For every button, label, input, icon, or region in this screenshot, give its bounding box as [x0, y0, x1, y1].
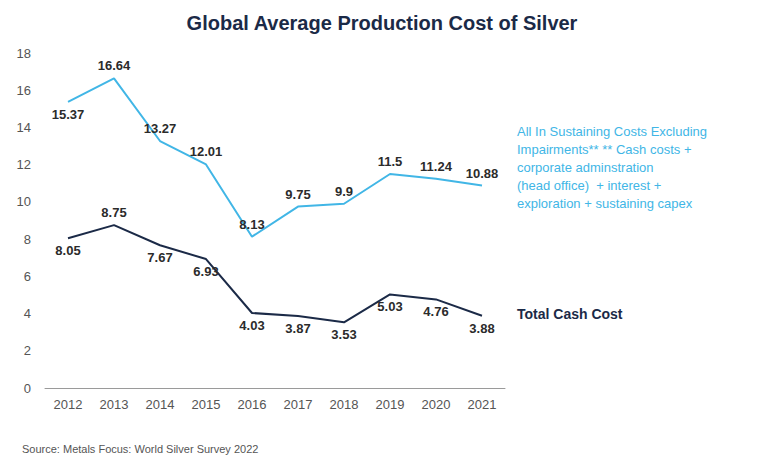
svg-text:0: 0	[24, 381, 31, 396]
svg-text:3.88: 3.88	[469, 321, 494, 336]
svg-text:8.05: 8.05	[55, 243, 80, 258]
svg-text:2014: 2014	[146, 397, 175, 412]
svg-text:3.53: 3.53	[331, 327, 356, 342]
svg-text:2020: 2020	[422, 397, 451, 412]
svg-text:11.24: 11.24	[420, 159, 453, 174]
svg-text:2017: 2017	[284, 397, 313, 412]
svg-text:2019: 2019	[376, 397, 405, 412]
svg-text:Total Cash Cost: Total Cash Cost	[517, 306, 623, 322]
svg-text:3.87: 3.87	[285, 321, 310, 336]
svg-text:4.76: 4.76	[423, 304, 448, 319]
svg-text:corporate adminstration: corporate adminstration	[517, 160, 654, 175]
svg-text:All In Sustaining Costs Exclud: All In Sustaining Costs Excluding	[517, 124, 707, 139]
svg-text:11.5: 11.5	[378, 154, 403, 169]
svg-text:10.88: 10.88	[466, 166, 499, 181]
svg-text:Impairments** ** Cash costs +: Impairments** ** Cash costs +	[517, 142, 691, 157]
svg-text:2012: 2012	[54, 397, 83, 412]
svg-text:4: 4	[24, 306, 31, 321]
svg-text:2013: 2013	[100, 397, 129, 412]
svg-text:4.03: 4.03	[239, 318, 264, 333]
svg-text:7.67: 7.67	[147, 250, 172, 265]
svg-text:5.03: 5.03	[377, 299, 402, 314]
svg-text:16: 16	[17, 83, 31, 98]
svg-text:8: 8	[24, 232, 31, 247]
svg-text:8.75: 8.75	[101, 205, 126, 220]
svg-text:12.01: 12.01	[190, 144, 223, 159]
svg-text:10: 10	[17, 194, 31, 209]
svg-text:9.75: 9.75	[285, 187, 310, 202]
svg-text:2: 2	[24, 343, 31, 358]
svg-text:Source: Metals Focus: World Si: Source: Metals Focus: World Silver Surve…	[22, 443, 258, 455]
svg-text:16.64: 16.64	[98, 58, 131, 73]
svg-text:Global Average Production Cost: Global Average Production Cost of Silver	[187, 12, 578, 34]
svg-text:2016: 2016	[238, 397, 267, 412]
svg-text:(head office) + interest +: (head office) + interest +	[517, 178, 661, 193]
svg-text:12: 12	[17, 157, 31, 172]
svg-text:8.13: 8.13	[239, 217, 264, 232]
svg-text:6: 6	[24, 269, 31, 284]
svg-text:18: 18	[17, 46, 31, 61]
svg-text:14: 14	[17, 120, 31, 135]
svg-text:15.37: 15.37	[52, 107, 85, 122]
svg-text:6.93: 6.93	[193, 264, 218, 279]
svg-text:2015: 2015	[192, 397, 221, 412]
svg-text:9.9: 9.9	[335, 184, 353, 199]
svg-text:exploration + sustaining capex: exploration + sustaining capex	[517, 196, 693, 211]
svg-text:2018: 2018	[330, 397, 359, 412]
svg-text:13.27: 13.27	[144, 121, 177, 136]
svg-text:2021: 2021	[468, 397, 497, 412]
